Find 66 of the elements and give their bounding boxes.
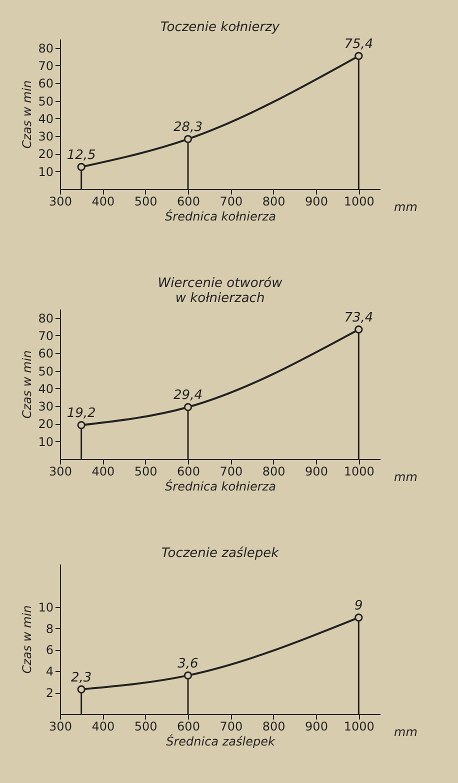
x-tick-label: 1000 xyxy=(344,464,374,478)
y-tick-label: 20 xyxy=(38,417,54,432)
y-tick-label: 6 xyxy=(46,643,54,658)
x-tick-label: 800 xyxy=(262,464,286,478)
data-label: 19,2 xyxy=(66,406,96,422)
text: mm xyxy=(394,470,418,484)
data-label: 29,4 xyxy=(174,388,202,404)
y-tick-label: 2 xyxy=(46,686,54,700)
text: mm xyxy=(394,725,418,739)
y-axis-title: Czas w min xyxy=(20,350,34,419)
y-tick-label: 30 xyxy=(38,400,54,414)
x-tick-label: 700 xyxy=(220,720,243,734)
x-tick-label: 1000 xyxy=(344,720,374,734)
y-tick-label: 50 xyxy=(38,364,54,378)
chart-title: Toczenie zaślepek xyxy=(161,546,280,561)
x-tick-label: 900 xyxy=(305,194,328,208)
data-label: 9 xyxy=(354,598,363,614)
y-axis-title: Czas w min xyxy=(20,80,34,149)
text: mm xyxy=(394,200,418,214)
y-tick-label: 80 xyxy=(38,311,54,326)
x-tick-label: 800 xyxy=(262,194,286,208)
y-tick-label: 4 xyxy=(46,664,54,679)
data-label: 2,3 xyxy=(70,670,92,686)
x-tick-label: 900 xyxy=(305,720,328,734)
chart-title: Wiercenie otworów w kołnierzach xyxy=(158,276,283,306)
x-tick-label: 800 xyxy=(262,720,286,734)
x-tick-label: 300 xyxy=(49,194,72,208)
chart-title: Toczenie kołnierzy xyxy=(160,20,280,35)
x-axis-title: Średnica zaślepek xyxy=(166,734,276,748)
y-tick-label: 50 xyxy=(38,94,54,108)
y-tick-label: 70 xyxy=(38,328,54,343)
y-tick-label: 70 xyxy=(38,58,54,73)
y-tick-label: 20 xyxy=(38,147,54,162)
y-tick-label: 60 xyxy=(38,346,54,361)
data-label: 73,4 xyxy=(344,310,374,326)
y-tick-label: 10 xyxy=(38,164,54,179)
x-tick-label: 500 xyxy=(134,464,158,478)
y-tick-label: 30 xyxy=(38,130,54,144)
x-tick-label: 400 xyxy=(92,194,115,208)
x-tick-label: 300 xyxy=(49,464,72,478)
x-tick-label: 500 xyxy=(134,720,158,734)
y-axis-title: Czas w min xyxy=(20,605,34,674)
x-tick-label: 400 xyxy=(92,720,115,734)
x-tick-label: 600 xyxy=(177,464,200,478)
data-label: 3,6 xyxy=(178,656,198,672)
y-tick-label: 8 xyxy=(46,622,54,636)
y-tick-label: 40 xyxy=(38,112,54,126)
data-label: 12,5 xyxy=(66,148,96,163)
data-label: 28,3 xyxy=(174,120,202,136)
y-tick-label: 10 xyxy=(38,600,54,614)
x-axis-title: Średnica kołnierza xyxy=(165,478,276,494)
data-label: 75,4 xyxy=(344,36,374,52)
x-tick-label: 600 xyxy=(177,194,200,208)
y-tick-label: 80 xyxy=(38,41,54,56)
x-tick-label: 300 xyxy=(49,720,72,734)
x-tick-label: 1000 xyxy=(344,194,374,208)
y-tick-label: 60 xyxy=(38,76,54,91)
x-tick-label: 700 xyxy=(220,194,243,208)
x-axis-title: Średnica kołnierza xyxy=(165,208,276,224)
x-tick-label: 500 xyxy=(134,194,158,208)
x-tick-label: 900 xyxy=(305,464,328,478)
x-tick-label: 400 xyxy=(92,464,115,478)
x-tick-label: 700 xyxy=(220,464,243,478)
y-tick-label: 40 xyxy=(38,382,54,396)
y-tick-label: 10 xyxy=(38,434,54,449)
x-tick-label: 600 xyxy=(177,720,200,734)
